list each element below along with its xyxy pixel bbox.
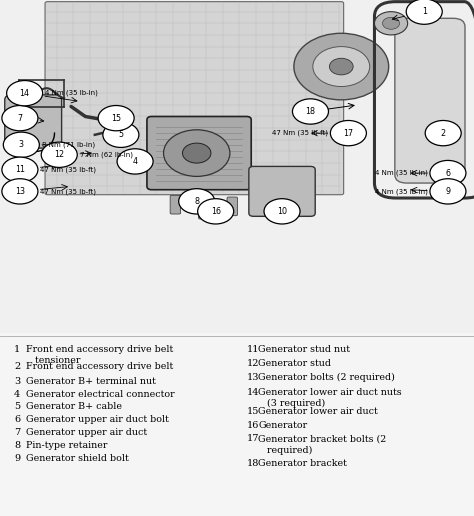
Circle shape: [425, 120, 461, 146]
Text: Generator lower air duct: Generator lower air duct: [258, 407, 378, 416]
Circle shape: [374, 12, 408, 35]
Circle shape: [164, 130, 230, 176]
Text: 1: 1: [422, 7, 427, 16]
Text: Generator bracket bolts (2
   required): Generator bracket bolts (2 required): [258, 434, 387, 455]
Text: 8: 8: [14, 441, 20, 450]
Circle shape: [430, 179, 466, 204]
Text: 15: 15: [111, 114, 121, 123]
Text: 14: 14: [19, 89, 30, 98]
Text: 15: 15: [246, 407, 259, 416]
Text: 8: 8: [194, 197, 199, 206]
FancyBboxPatch shape: [227, 197, 237, 216]
FancyBboxPatch shape: [5, 95, 62, 148]
Circle shape: [2, 179, 38, 204]
Text: Generator stud nut: Generator stud nut: [258, 345, 350, 354]
Text: Generator B+ cable: Generator B+ cable: [26, 402, 122, 411]
Text: 12: 12: [246, 359, 259, 368]
Circle shape: [2, 157, 38, 182]
Text: Pin-type retainer: Pin-type retainer: [26, 441, 108, 450]
Text: 5: 5: [14, 402, 20, 411]
Text: 16: 16: [246, 421, 259, 430]
Text: Generator lower air duct nuts
   (3 required): Generator lower air duct nuts (3 require…: [258, 388, 402, 408]
Circle shape: [430, 160, 466, 186]
FancyBboxPatch shape: [395, 18, 465, 183]
Text: Generator B+ terminal nut: Generator B+ terminal nut: [26, 377, 156, 386]
Text: 4 Nm (35 lb-in): 4 Nm (35 lb-in): [374, 188, 428, 195]
Text: 1: 1: [14, 345, 20, 354]
Circle shape: [406, 0, 442, 24]
Text: 3: 3: [19, 140, 24, 149]
Circle shape: [179, 189, 215, 214]
Text: Generator bolts (2 required): Generator bolts (2 required): [258, 373, 395, 382]
Text: 17: 17: [246, 434, 259, 443]
Circle shape: [330, 120, 366, 146]
Circle shape: [117, 149, 153, 174]
Text: 16: 16: [210, 207, 221, 216]
Text: Generator upper air duct bolt: Generator upper air duct bolt: [26, 415, 169, 424]
Text: 7: 7: [14, 428, 20, 437]
Text: 4: 4: [133, 157, 137, 166]
Text: 13: 13: [246, 373, 259, 382]
Circle shape: [198, 199, 234, 224]
Circle shape: [294, 33, 389, 100]
Text: Generator upper air duct: Generator upper air duct: [26, 428, 147, 437]
Text: 18: 18: [305, 107, 316, 116]
Text: 11: 11: [15, 165, 25, 174]
Text: 13: 13: [15, 187, 25, 196]
Text: 17: 17: [343, 128, 354, 138]
Text: 14: 14: [246, 388, 259, 397]
Text: Generator bracket: Generator bracket: [258, 459, 347, 468]
Circle shape: [41, 142, 77, 167]
Circle shape: [7, 80, 43, 106]
Text: 7: 7: [18, 114, 22, 123]
Text: 9: 9: [14, 454, 20, 463]
FancyBboxPatch shape: [170, 196, 181, 214]
Text: Generator electrical connector: Generator electrical connector: [26, 390, 175, 398]
Text: Front end accessory drive belt
   tensioner: Front end accessory drive belt tensioner: [26, 345, 173, 365]
Text: 4 Nm (35 lb-in): 4 Nm (35 lb-in): [45, 90, 98, 96]
Circle shape: [2, 105, 38, 131]
Circle shape: [264, 199, 300, 224]
Circle shape: [292, 99, 328, 124]
Text: Generator: Generator: [258, 421, 308, 430]
Text: 47 Nm (35 lb-ft): 47 Nm (35 lb-ft): [40, 188, 96, 195]
Text: 12: 12: [54, 150, 64, 159]
FancyBboxPatch shape: [45, 2, 344, 195]
Text: Front end accessory drive belt: Front end accessory drive belt: [26, 362, 173, 371]
Text: Generator stud: Generator stud: [258, 359, 331, 368]
Text: 9: 9: [446, 187, 450, 196]
Circle shape: [329, 58, 353, 75]
FancyBboxPatch shape: [147, 117, 251, 190]
Text: 7 Nm (62 lb-in): 7 Nm (62 lb-in): [80, 152, 133, 158]
Text: 6: 6: [446, 169, 450, 178]
Circle shape: [98, 105, 134, 131]
Text: Generator shield bolt: Generator shield bolt: [26, 454, 129, 463]
Text: 2: 2: [441, 128, 446, 138]
Text: 5: 5: [118, 131, 123, 139]
Circle shape: [3, 132, 39, 157]
Text: 18: 18: [246, 459, 259, 468]
Text: 2: 2: [14, 362, 20, 371]
FancyBboxPatch shape: [199, 200, 209, 219]
Text: 6: 6: [14, 415, 20, 424]
Text: 10: 10: [277, 207, 287, 216]
FancyBboxPatch shape: [249, 166, 315, 216]
Text: 47 Nm (35 lb-ft): 47 Nm (35 lb-ft): [40, 167, 96, 173]
Text: 4 Nm (35 lb-in): 4 Nm (35 lb-in): [374, 170, 428, 176]
Text: 4: 4: [14, 390, 20, 398]
Text: 8 Nm (71 lb-in): 8 Nm (71 lb-in): [42, 141, 95, 148]
Circle shape: [182, 143, 211, 163]
Circle shape: [383, 18, 400, 29]
Text: 47 Nm (35 lb-ft): 47 Nm (35 lb-ft): [272, 130, 328, 136]
Text: 11: 11: [246, 345, 259, 354]
Circle shape: [103, 122, 139, 148]
Circle shape: [313, 46, 370, 87]
Text: 3: 3: [14, 377, 20, 386]
